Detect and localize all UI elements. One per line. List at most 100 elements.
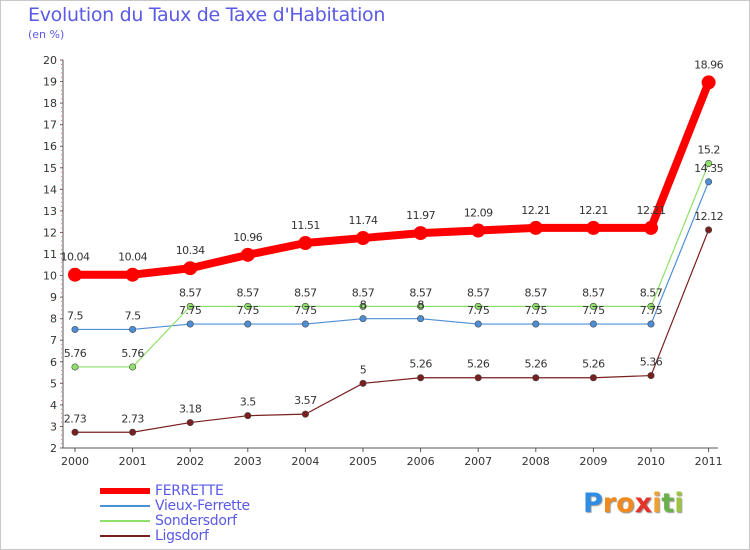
logo-letter: i (652, 488, 662, 519)
data-point (417, 315, 425, 323)
data-label: 15.2 (697, 143, 720, 156)
series-line-ferrette (71, 78, 713, 279)
logo-letter: r (602, 488, 617, 519)
data-point (301, 410, 309, 418)
data-label: 10.34 (176, 244, 205, 257)
legend-label: Vieux-Ferrette (155, 498, 250, 514)
legend-label: Ligsdorf (155, 528, 209, 544)
proxiti-logo: Proxiti (583, 488, 684, 519)
y-tick-label: 6 (50, 356, 57, 369)
y-tick-label: 5 (50, 377, 57, 390)
data-point (68, 267, 82, 282)
data-point (186, 320, 194, 328)
legend-label: Sondersdorf (155, 513, 237, 529)
x-tick-label: 2010 (637, 455, 665, 468)
data-label: 8.57 (640, 286, 663, 299)
data-point (240, 247, 255, 262)
data-point (589, 302, 597, 310)
data-label: 11.51 (291, 219, 320, 232)
x-tick-label: 2006 (407, 455, 435, 468)
data-point (474, 374, 482, 382)
logo-letter: i (674, 488, 684, 519)
data-label: 12.21 (637, 204, 666, 217)
x-tick-label: 2007 (464, 455, 492, 468)
legend-swatch (100, 488, 150, 494)
data-label: 12.21 (579, 204, 608, 217)
data-point (647, 372, 655, 380)
x-tick-label: 2005 (349, 455, 377, 468)
data-label: 18.96 (694, 58, 723, 71)
data-label: 5.76 (121, 347, 144, 360)
data-label: 3.18 (179, 403, 202, 416)
x-tick-label: 2011 (695, 455, 723, 468)
data-point (359, 315, 367, 323)
series-lines (68, 75, 716, 436)
data-point (359, 302, 367, 310)
data-point (125, 267, 140, 282)
y-tick-label: 9 (50, 291, 57, 304)
data-point (644, 220, 658, 235)
x-tick-label: 2001 (119, 455, 147, 468)
data-label: 10.04 (61, 251, 90, 264)
logo-letter: t (661, 488, 675, 519)
x-tick-label: 2003 (234, 455, 262, 468)
x-tick-label: 2000 (61, 455, 89, 468)
series-line-sondersdorf (74, 162, 710, 368)
data-point (244, 320, 252, 328)
data-point (71, 428, 79, 436)
y-tick-label: 2 (50, 442, 57, 455)
data-point (301, 320, 309, 328)
data-label: 8.57 (179, 286, 202, 299)
y-tick-label: 7 (50, 334, 57, 347)
axes: 2 3 4 5 6 7 8 9 10 11 12 13 14 15 16 17 18 19 20 2000 2001 20… (43, 54, 723, 468)
data-point (71, 325, 79, 333)
data-label: 14.35 (694, 162, 723, 175)
data-label: 5 (360, 363, 367, 376)
data-point (71, 363, 79, 371)
data-point (183, 261, 198, 276)
data-label: 3.5 (240, 396, 256, 409)
data-label: 7.75 (294, 304, 317, 317)
data-point (359, 379, 367, 387)
legend-swatch (100, 520, 150, 522)
data-label: 12.21 (521, 204, 550, 217)
data-point (589, 374, 597, 382)
data-point (528, 220, 543, 235)
data-label: 7.5 (67, 309, 83, 322)
y-tick-label: 14 (43, 183, 57, 196)
data-point (589, 320, 597, 328)
data-label: 10.04 (118, 251, 147, 264)
data-label: 8.57 (237, 286, 260, 299)
data-label: 5.26 (467, 358, 490, 371)
data-label: 8.57 (525, 286, 548, 299)
data-point (244, 412, 252, 420)
y-tick-label: 16 (43, 140, 57, 153)
y-tick-label: 4 (50, 399, 57, 412)
y-tick-label: 10 (43, 270, 57, 283)
data-point (186, 302, 194, 310)
data-point (301, 302, 309, 310)
data-label: 8.57 (352, 286, 375, 299)
logo-letter: o (616, 488, 635, 519)
data-point (532, 320, 540, 328)
series-line-ligsdorf (74, 229, 710, 433)
data-point (705, 178, 713, 186)
y-tick-label: 13 (43, 205, 57, 218)
y-tick-label: 15 (43, 162, 57, 175)
data-point (474, 302, 482, 310)
data-label: 11.97 (406, 209, 435, 222)
data-point (532, 302, 540, 310)
data-label: 11.74 (349, 214, 378, 227)
data-label: 8.57 (582, 286, 605, 299)
data-label: 7.5 (125, 309, 141, 322)
data-label: 8.57 (467, 286, 490, 299)
y-tick-label: 19 (43, 76, 57, 89)
data-label: 8 (417, 299, 424, 312)
data-label: 5.26 (582, 358, 605, 371)
data-label: 10.96 (233, 231, 262, 244)
legend-swatch (100, 505, 150, 507)
data-point (705, 226, 713, 234)
x-tick-label: 2009 (579, 455, 607, 468)
data-label: 7.75 (582, 304, 605, 317)
